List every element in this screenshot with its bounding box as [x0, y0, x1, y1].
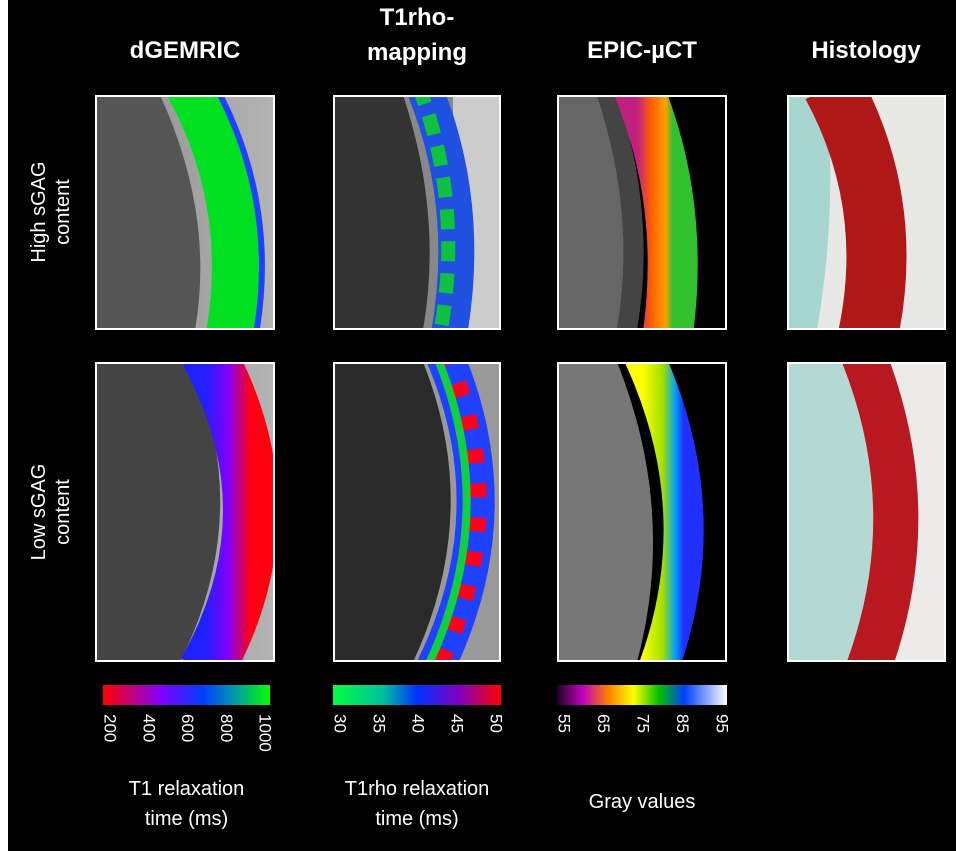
colorbar-tick-label: 35 [370, 714, 389, 733]
column-title: EPIC-µCT [587, 37, 697, 64]
colorbar-title: time (ms) [375, 808, 458, 830]
colorbar-tick-label: 800 [217, 714, 236, 742]
panel-image [787, 85, 946, 340]
colorbar [103, 685, 270, 705]
colorbar-tick-label: 65 [594, 714, 613, 733]
column-title: Histology [811, 37, 921, 64]
colorbar-tick-label: 1000 [256, 714, 275, 752]
colorbar-tick-label: 45 [448, 714, 467, 733]
panel-image [333, 352, 501, 672]
colorbar-tick-label: 200 [101, 714, 120, 742]
panel-image [557, 352, 727, 672]
colorbar-tick-label: 55 [555, 714, 574, 733]
colorbar-tick-label: 95 [713, 714, 732, 733]
colorbar-tick-label: 75 [634, 714, 653, 733]
colorbar-tick-label: 30 [331, 714, 350, 733]
panel-image [787, 352, 946, 672]
figure: dGEMRIC T1rho-mapping EPIC-µCT Histology Hig… [0, 0, 956, 851]
colorbar [557, 685, 727, 705]
column-title: T1rho- [380, 4, 455, 31]
colorbar-tick-label: 600 [178, 714, 197, 742]
colorbar-tick-label: 40 [409, 714, 428, 733]
row-label: content [52, 479, 74, 545]
panel-image [557, 85, 727, 340]
panel-image [95, 85, 275, 340]
panel-image [333, 85, 501, 340]
panel-image [95, 352, 275, 672]
column-title: mapping [367, 39, 467, 66]
row-label: content [52, 179, 74, 245]
colorbar-title: Gray values [589, 791, 696, 813]
colorbar-tick-label: 400 [139, 714, 158, 742]
colorbar-title: T1rho relaxation [345, 778, 490, 800]
row-label: Low sGAG [28, 464, 50, 561]
column-title: dGEMRIC [130, 37, 241, 64]
colorbar-title: time (ms) [145, 808, 228, 830]
colorbar-tick-label: 50 [487, 714, 506, 733]
colorbar-tick-label: 85 [673, 714, 692, 733]
row-label: High sGAG [28, 161, 50, 262]
colorbar [333, 685, 501, 705]
colorbar-title: T1 relaxation [129, 778, 245, 800]
